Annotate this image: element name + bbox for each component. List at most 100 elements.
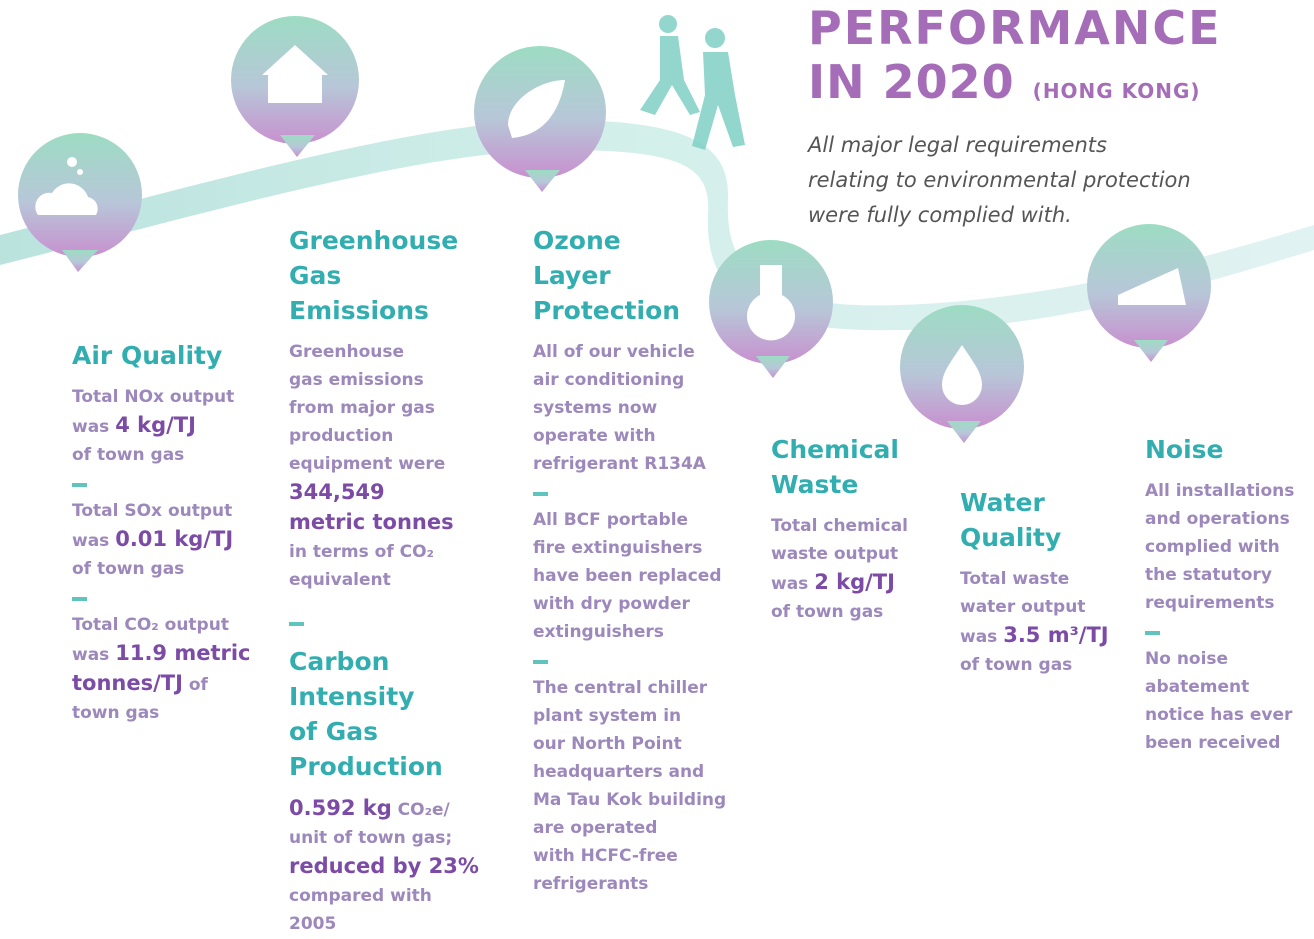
text-line: 0.592 kg CO₂e/ bbox=[289, 794, 479, 824]
section: Air Quality Total NOx output was 4 kg/TJ of… bbox=[72, 338, 251, 727]
ribbon bbox=[0, 120, 1314, 331]
highlight: reduced by 23% bbox=[289, 854, 479, 878]
intro-line: relating to environmental protection bbox=[808, 168, 1191, 192]
text-line: and operations bbox=[1145, 505, 1294, 533]
text: with dry powder bbox=[533, 594, 690, 614]
text: was bbox=[960, 627, 1004, 647]
text-line: headquarters and bbox=[533, 758, 726, 786]
text: All of our vehicle bbox=[533, 342, 695, 362]
text-line: All BCF portable bbox=[533, 506, 726, 534]
highlight: tonnes/TJ bbox=[72, 671, 183, 695]
text: in terms of CO₂ bbox=[289, 542, 435, 562]
text-line: the statutory bbox=[1145, 561, 1294, 589]
text-line: are operated bbox=[533, 814, 726, 842]
text-line: Total SOx output bbox=[72, 497, 251, 525]
text-line: operate with bbox=[533, 422, 726, 450]
text-line: plant system in bbox=[533, 702, 726, 730]
runners bbox=[640, 15, 745, 150]
text-block: All installations and operations complied … bbox=[1145, 477, 1294, 617]
text-block: Total SOx output was 0.01 kg/TJ of town ga… bbox=[72, 497, 251, 583]
text-line: Total NOx output bbox=[72, 383, 251, 411]
text-line: systems now bbox=[533, 394, 726, 422]
text-line: metric tonnes bbox=[289, 508, 458, 538]
text: Total CO₂ output bbox=[72, 615, 229, 635]
section-heading: Layer bbox=[533, 261, 611, 290]
text: extinguishers bbox=[533, 622, 664, 642]
highlight: 2 kg/TJ bbox=[814, 570, 895, 594]
text-line: unit of town gas; bbox=[289, 824, 479, 852]
text: was bbox=[72, 645, 116, 665]
text: air conditioning bbox=[533, 370, 685, 390]
text-line: water output bbox=[960, 593, 1109, 621]
text-line: in terms of CO₂ bbox=[289, 538, 458, 566]
highlight: 4 kg/TJ bbox=[115, 413, 196, 437]
text-line: reduced by 23% bbox=[289, 852, 479, 882]
text: with HCFC-free bbox=[533, 846, 678, 866]
separator bbox=[533, 492, 548, 496]
section-heading: Gas bbox=[289, 261, 342, 290]
text: gas emissions bbox=[289, 370, 424, 390]
text-line: refrigerant R134A bbox=[533, 450, 726, 478]
text-line: Total CO₂ output bbox=[72, 611, 251, 639]
title: IN 2020 (HONG KONG) bbox=[808, 56, 1201, 117]
separator bbox=[72, 597, 87, 601]
section-heading: Air Quality bbox=[72, 341, 223, 370]
text: All BCF portable bbox=[533, 510, 689, 530]
text-line: requirements bbox=[1145, 589, 1294, 617]
highlight: 0.592 kg bbox=[289, 796, 392, 820]
text-line: compared with bbox=[289, 882, 479, 910]
intro: All major legal requirements relating to … bbox=[808, 128, 1191, 233]
intro-line: were fully complied with. bbox=[808, 203, 1072, 227]
text-block: All of our vehicle air conditioning system… bbox=[533, 338, 726, 478]
text-line: was 3.5 m³/TJ bbox=[960, 621, 1109, 651]
section-heading: Greenhouse bbox=[289, 226, 459, 255]
text-line: equivalent bbox=[289, 566, 458, 594]
text-line: No noise bbox=[1145, 645, 1294, 673]
text: was bbox=[72, 531, 116, 551]
text: abatement bbox=[1145, 677, 1250, 697]
section-heading: Water bbox=[960, 488, 1045, 517]
text-line: have been replaced bbox=[533, 562, 726, 590]
text-block: Greenhouse gas emissions from major gas pro… bbox=[289, 338, 458, 594]
section-heading: Chemical bbox=[771, 435, 899, 464]
text-line: 344,549 bbox=[289, 478, 458, 508]
text: equivalent bbox=[289, 570, 391, 590]
text: compared with bbox=[289, 886, 432, 906]
text: of bbox=[182, 675, 208, 695]
highlight: 11.9 metric bbox=[115, 641, 251, 665]
highlight: 0.01 kg/TJ bbox=[115, 527, 234, 551]
text: from major gas bbox=[289, 398, 435, 418]
text-line: was 2 kg/TJ bbox=[771, 568, 908, 598]
text: complied with bbox=[1145, 537, 1280, 557]
separator bbox=[533, 660, 548, 664]
text: refrigerants bbox=[533, 874, 649, 894]
text: Total NOx output bbox=[72, 387, 235, 407]
section: Chemical Waste Total chemical waste output w… bbox=[771, 432, 908, 626]
text-line: All installations bbox=[1145, 477, 1294, 505]
section-heading: of Gas bbox=[289, 717, 379, 746]
section-heading: Intensity bbox=[289, 682, 415, 711]
section-heading: Noise bbox=[1145, 435, 1224, 464]
text: town gas bbox=[72, 703, 160, 723]
text-line: fire extinguishers bbox=[533, 534, 726, 562]
section-heading: Production bbox=[289, 752, 443, 781]
text: Greenhouse bbox=[289, 342, 405, 362]
section: Greenhouse Gas Emissions Greenhouse gas emis… bbox=[289, 223, 458, 594]
text: been received bbox=[1145, 733, 1281, 753]
text-line: with dry powder bbox=[533, 590, 726, 618]
text-line: town gas bbox=[72, 699, 251, 727]
text: was bbox=[771, 574, 815, 594]
text-line: our North Point bbox=[533, 730, 726, 758]
text-line: notice has ever bbox=[1145, 701, 1294, 729]
text-line: of town gas bbox=[960, 651, 1109, 679]
text: waste output bbox=[771, 544, 899, 564]
text: Total waste bbox=[960, 569, 1070, 589]
text-block: Total chemical waste output was 2 kg/TJ of … bbox=[771, 512, 908, 626]
text-line: of town gas bbox=[72, 441, 251, 469]
text: Total chemical bbox=[771, 516, 908, 536]
section: Water Quality Total waste water output was 3… bbox=[960, 485, 1109, 679]
section-heading: Quality bbox=[960, 523, 1062, 552]
text: the statutory bbox=[1145, 565, 1272, 585]
text: water output bbox=[960, 597, 1086, 617]
